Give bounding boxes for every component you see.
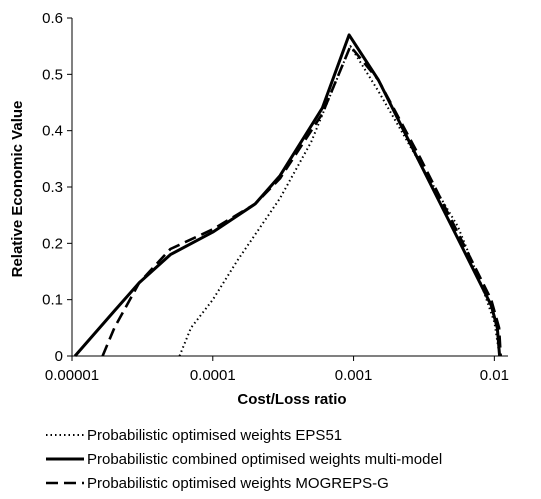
legend: Probabilistic optimised weights EPS51 Pro…	[46, 427, 442, 492]
series-line-1	[178, 45, 501, 357]
y-tick-label: 0.4	[42, 123, 63, 140]
series-line-3	[101, 44, 502, 357]
y-tick-label: 0	[55, 348, 63, 365]
legend-label: Probabilistic optimised weights MOGREPS-…	[87, 475, 389, 492]
x-tick-label: 0.00001	[45, 367, 99, 384]
y-tick-label: 0.5	[42, 66, 63, 83]
x-axis-ticks: 0.00001 0.0001 0.001 0.01	[45, 356, 509, 384]
plot-lines	[73, 33, 502, 357]
legend-label: Probabilistic combined optimised weights…	[87, 451, 442, 468]
y-tick-label: 0.6	[42, 10, 63, 27]
x-tick-label: 0.001	[335, 367, 373, 384]
y-axis-title: Relative Economic Value	[9, 101, 26, 278]
y-axis-ticks: 0 0.1 0.2 0.3 0.4 0.5 0.6	[42, 10, 72, 365]
x-axis-title: Cost/Loss ratio	[237, 391, 346, 408]
x-tick-label: 0.01	[480, 367, 509, 384]
series-line-2	[73, 33, 502, 357]
y-tick-label: 0.2	[42, 235, 63, 252]
x-tick-label: 0.0001	[190, 367, 236, 384]
legend-label: Probabilistic optimised weights EPS51	[87, 427, 342, 444]
y-tick-label: 0.1	[42, 292, 63, 309]
y-tick-label: 0.3	[42, 179, 63, 196]
